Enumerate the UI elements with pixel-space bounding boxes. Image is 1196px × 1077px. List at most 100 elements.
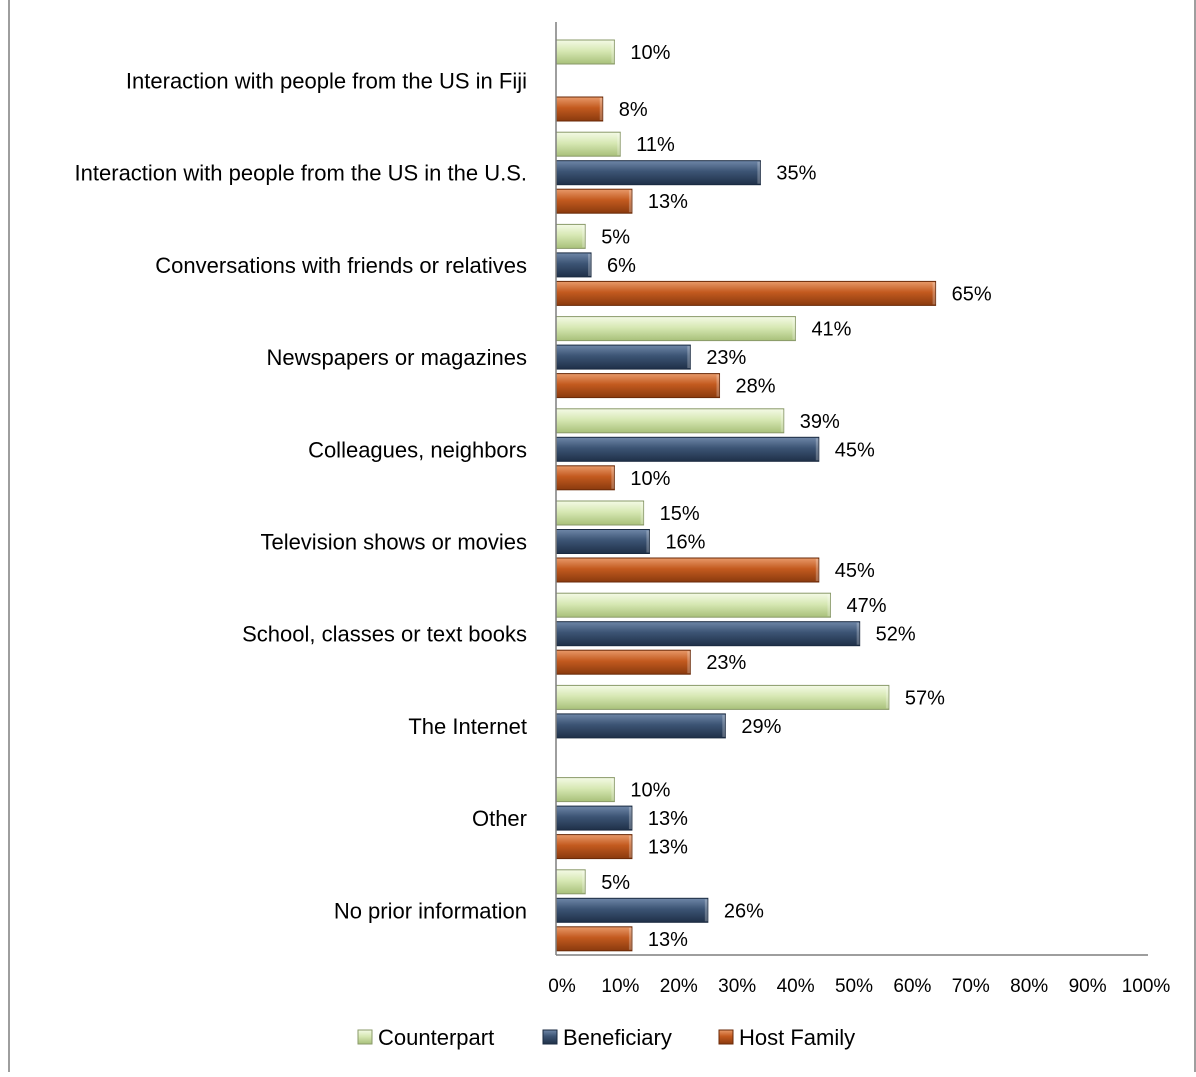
category-label-no-prior-information: No prior information [334, 898, 527, 923]
bar-bevel-counterpart-other [611, 778, 615, 801]
bar-beneficiary-school-classes-or-text-books [555, 621, 861, 647]
bar-bevel-counterpart-colleagues-neighbors [780, 409, 784, 432]
data-label-host-family-interaction-with-people-from-the-us-in-the-u-s: 13% [648, 191, 688, 213]
category-label-school-classes-or-text-books: School, classes or text books [242, 622, 527, 647]
bar-beneficiary-no-prior-information [555, 897, 709, 923]
legend-label-beneficiary: Beneficiary [563, 1025, 672, 1050]
bar-bevel-counterpart-interaction-with-people-from-the-us-in-the-u-s [617, 133, 621, 156]
bar-beneficiary-newspapers-or-magazines [555, 344, 691, 370]
x-tick-label-6: 60% [893, 976, 931, 997]
data-label-counterpart-school-classes-or-text-books: 47% [846, 595, 886, 617]
legend-label-host-family: Host Family [739, 1025, 855, 1050]
data-label-host-family-conversations-with-friends-or-relatives: 65% [952, 283, 992, 305]
bar-bevel-counterpart-the-internet [885, 686, 889, 709]
x-tick-labels: 0% 10% 20% 30% 40% 50% 60% 70% 80% 90% 100% [548, 976, 1170, 997]
bar-counterpart-interaction-with-people-from-the-us-in-the-u-s [555, 131, 621, 157]
category-labels: Interaction with people from the US in F… [75, 69, 527, 924]
data-label-beneficiary-conversations-with-friends-or-relatives: 6% [607, 255, 636, 277]
data-label-counterpart-television-shows-or-movies: 15% [660, 503, 700, 525]
data-label-counterpart-colleagues-neighbors: 39% [800, 411, 840, 433]
x-tick-label-7: 70% [952, 976, 990, 997]
data-label-counterpart-other: 10% [630, 780, 670, 802]
x-tick-label-5: 50% [835, 976, 873, 997]
data-label-beneficiary-television-shows-or-movies: 16% [665, 532, 705, 554]
bars-layer: 10% 8% 11% 35% 13% 5% 6% 65% 41% 23% 28% 39% 45% 10% 1… [555, 39, 992, 952]
bar-bevel-host-family-colleagues-neighbors [611, 466, 615, 489]
bar-bevel-beneficiary-television-shows-or-movies [646, 530, 650, 553]
bar-bevel-beneficiary-the-internet [722, 714, 726, 737]
bar-host-family-interaction-with-people-from-the-us-in-the-u-s [555, 188, 633, 214]
bar-bevel-host-family-other [628, 835, 632, 858]
bar-bevel-counterpart-no-prior-information [582, 870, 586, 893]
bar-bevel-counterpart-school-classes-or-text-books [827, 594, 831, 617]
data-label-host-family-television-shows-or-movies: 45% [835, 560, 875, 582]
data-label-counterpart-conversations-with-friends-or-relatives: 5% [601, 226, 630, 248]
data-label-beneficiary-no-prior-information: 26% [724, 900, 764, 922]
x-tick-label-2: 20% [660, 976, 698, 997]
bar-counterpart-colleagues-neighbors [555, 408, 785, 434]
category-label-conversations-with-friends-or-relatives: Conversations with friends or relatives [155, 253, 527, 278]
legend-label-counterpart: Counterpart [378, 1025, 494, 1050]
data-label-beneficiary-colleagues-neighbors: 45% [835, 439, 875, 461]
x-tick-label-3: 30% [718, 976, 756, 997]
category-label-interaction-with-people-from-the-us-in-the-u-s: Interaction with people from the US in t… [75, 161, 527, 186]
bar-counterpart-school-classes-or-text-books [555, 592, 831, 618]
bar-counterpart-the-internet [555, 684, 890, 710]
x-tick-label-0: 0% [548, 976, 576, 997]
category-label-colleagues-neighbors: Colleagues, neighbors [308, 437, 527, 462]
bar-host-family-other [555, 834, 633, 860]
data-label-beneficiary-school-classes-or-text-books: 52% [876, 624, 916, 646]
x-tick-label-8: 80% [1010, 976, 1048, 997]
data-label-host-family-newspapers-or-magazines: 28% [736, 376, 776, 398]
legend-swatch-beneficiary [542, 1029, 558, 1045]
bar-bevel-counterpart-television-shows-or-movies [640, 502, 644, 524]
bar-bevel-host-family-conversations-with-friends-or-relatives [932, 282, 936, 305]
bar-counterpart-newspapers-or-magazines [555, 316, 796, 342]
bar-counterpart-interaction-with-people-from-the-us-in-fiji [555, 39, 615, 65]
data-label-host-family-interaction-with-people-from-the-us-in-fiji: 8% [619, 99, 648, 121]
bar-counterpart-conversations-with-friends-or-relatives [555, 223, 586, 249]
bar-bevel-counterpart-conversations-with-friends-or-relatives [582, 225, 586, 248]
bar-bevel-host-family-interaction-with-people-from-the-us-in-the-u-s [628, 190, 632, 213]
x-tick-label-10: 100% [1122, 976, 1171, 997]
legend-swatch-counterpart [357, 1029, 373, 1045]
data-label-beneficiary-interaction-with-people-from-the-us-in-the-u-s: 35% [776, 163, 816, 185]
data-label-counterpart-no-prior-information: 5% [601, 872, 630, 894]
bar-beneficiary-other [555, 805, 633, 831]
bar-host-family-school-classes-or-text-books [555, 649, 691, 675]
category-label-newspapers-or-magazines: Newspapers or magazines [267, 345, 527, 370]
data-label-host-family-colleagues-neighbors: 10% [630, 468, 670, 490]
bar-bevel-beneficiary-no-prior-information [704, 899, 708, 922]
bar-beneficiary-conversations-with-friends-or-relatives [555, 252, 592, 278]
data-label-counterpart-interaction-with-people-from-the-us-in-the-u-s: 11% [636, 134, 675, 156]
bar-host-family-interaction-with-people-from-the-us-in-fiji [555, 96, 604, 122]
bar-counterpart-other [555, 777, 615, 803]
bar-beneficiary-colleagues-neighbors [555, 436, 820, 462]
data-label-host-family-other: 13% [648, 837, 688, 859]
bar-bevel-host-family-newspapers-or-magazines [716, 374, 720, 397]
bar-host-family-colleagues-neighbors [555, 465, 615, 491]
bar-beneficiary-the-internet [555, 713, 726, 739]
x-tick-label-4: 40% [777, 976, 815, 997]
bar-beneficiary-interaction-with-people-from-the-us-in-the-u-s [555, 160, 761, 186]
bar-counterpart-no-prior-information [555, 869, 586, 895]
bar-host-family-television-shows-or-movies [555, 557, 820, 583]
bar-host-family-newspapers-or-magazines [555, 373, 721, 399]
legend-swatch-host-family [718, 1029, 734, 1045]
bar-bevel-host-family-school-classes-or-text-books [687, 651, 691, 674]
bar-bevel-beneficiary-colleagues-neighbors [815, 438, 819, 461]
x-tick-label-9: 90% [1069, 976, 1107, 997]
data-label-counterpart-newspapers-or-magazines: 41% [811, 319, 851, 341]
bar-beneficiary-television-shows-or-movies [555, 529, 650, 554]
category-label-television-shows-or-movies: Television shows or movies [260, 530, 527, 555]
data-label-beneficiary-newspapers-or-magazines: 23% [706, 347, 746, 369]
category-label-the-internet: The Internet [408, 714, 527, 739]
data-label-counterpart-the-internet: 57% [905, 687, 945, 709]
data-label-beneficiary-the-internet: 29% [741, 716, 781, 738]
bar-host-family-no-prior-information [555, 926, 633, 952]
bar-bevel-beneficiary-other [628, 807, 632, 830]
bar-bevel-beneficiary-newspapers-or-magazines [687, 346, 691, 369]
bar-bevel-beneficiary-school-classes-or-text-books [856, 622, 860, 645]
